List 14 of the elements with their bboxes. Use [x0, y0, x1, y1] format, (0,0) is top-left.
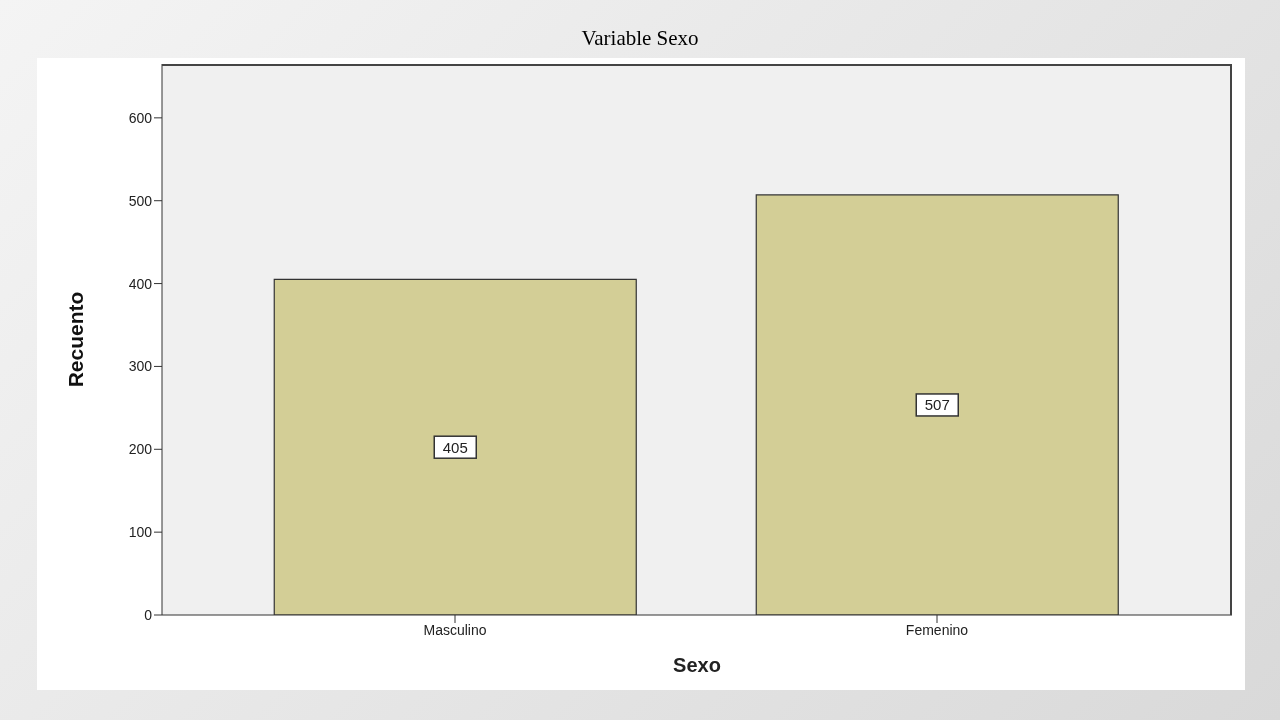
y-tick-label: 600: [128, 109, 153, 126]
y-tick-label: 200: [128, 441, 153, 458]
y-tick-label: 100: [128, 524, 153, 541]
y-tick-label: 500: [128, 192, 153, 209]
data-label: 507: [924, 396, 950, 414]
x-axis-title: Sexo: [673, 654, 721, 676]
chart-title: Variable Sexo: [580, 26, 700, 51]
x-tick-label: Femenino: [905, 621, 969, 638]
x-tick-label: Masculino: [423, 621, 487, 638]
y-axis-title: Recuento: [64, 291, 88, 388]
y-tick-label: 0: [144, 606, 153, 623]
y-tick-label: 400: [128, 275, 153, 292]
y-tick-label: 300: [128, 358, 153, 375]
data-label: 405: [442, 438, 468, 456]
